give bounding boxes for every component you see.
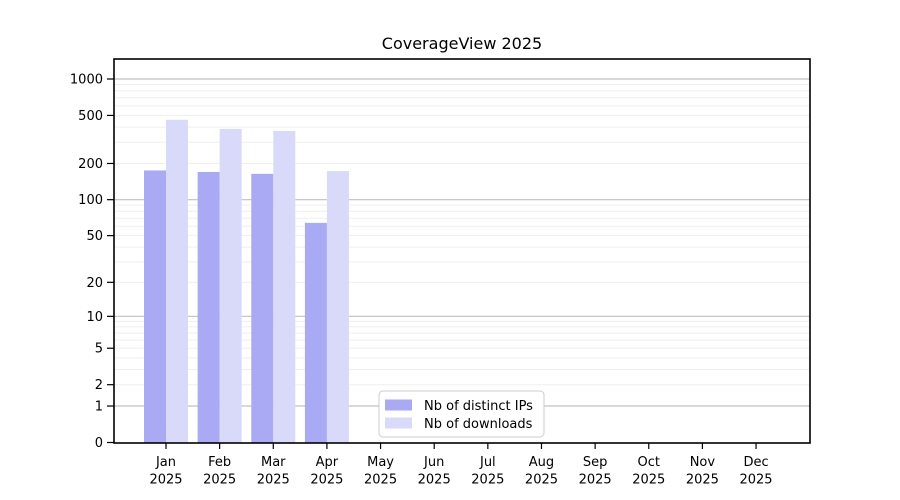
y-tick-label: 20 (86, 276, 103, 291)
y-axis: 0 1 2 5 10 20 50 100 200 500 1000 (70, 73, 114, 451)
bar-downloads-mar (273, 130, 296, 443)
bar-ips-feb (197, 171, 220, 444)
y-tick-label: 100 (78, 193, 103, 208)
y-tick-label: 50 (86, 229, 103, 244)
legend-swatch-ips (385, 399, 412, 411)
legend-label-ips: Nb of distinct IPs (424, 399, 533, 414)
bar-series-group (144, 119, 349, 444)
x-axis: Jan 2025 Feb 2025 Mar 2025 Apr 2025 May 2025 Jun 20… (149, 443, 773, 488)
bar-downloads-apr (326, 171, 349, 443)
y-tick-label: 1000 (70, 73, 103, 88)
x-tick-label: Oct 2025 (632, 455, 665, 488)
x-tick-label: Jul 2025 (471, 455, 504, 488)
bar-downloads-feb (219, 128, 242, 443)
x-tick-label: May 2025 (364, 455, 397, 488)
bar-ips-apr (304, 222, 327, 443)
y-tick-label: 500 (78, 109, 103, 124)
chart-title: CoverageView 2025 (382, 34, 542, 53)
y-tick-label: 10 (86, 310, 103, 325)
legend: Nb of distinct IPs Nb of downloads (378, 390, 545, 438)
x-tick-label: Jun 2025 (418, 455, 451, 488)
bar-downloads-jan (166, 119, 188, 444)
y-tick-label: 0 (95, 436, 103, 451)
plot-border (113, 58, 811, 444)
legend-swatch-downloads (385, 417, 412, 429)
legend-label-downloads: Nb of downloads (424, 417, 533, 432)
y-tick-label: 200 (78, 157, 103, 172)
x-tick-label: Feb 2025 (203, 455, 236, 488)
x-tick-label: Sep 2025 (579, 455, 612, 488)
x-tick-label: Aug 2025 (525, 455, 558, 488)
y-tick-label: 2 (95, 378, 103, 393)
x-tick-label: Jan 2025 (149, 455, 182, 488)
x-tick-label: Nov 2025 (686, 455, 719, 488)
legend-box (378, 390, 545, 438)
x-tick-label: Apr 2025 (310, 455, 343, 488)
bar-ips-mar (251, 173, 274, 443)
x-tick-label: Mar 2025 (257, 455, 290, 488)
y-tick-label: 5 (95, 342, 103, 357)
x-tick-label: Dec 2025 (739, 455, 772, 488)
y-tick-label: 1 (95, 400, 103, 415)
bar-ips-jan (144, 170, 166, 444)
